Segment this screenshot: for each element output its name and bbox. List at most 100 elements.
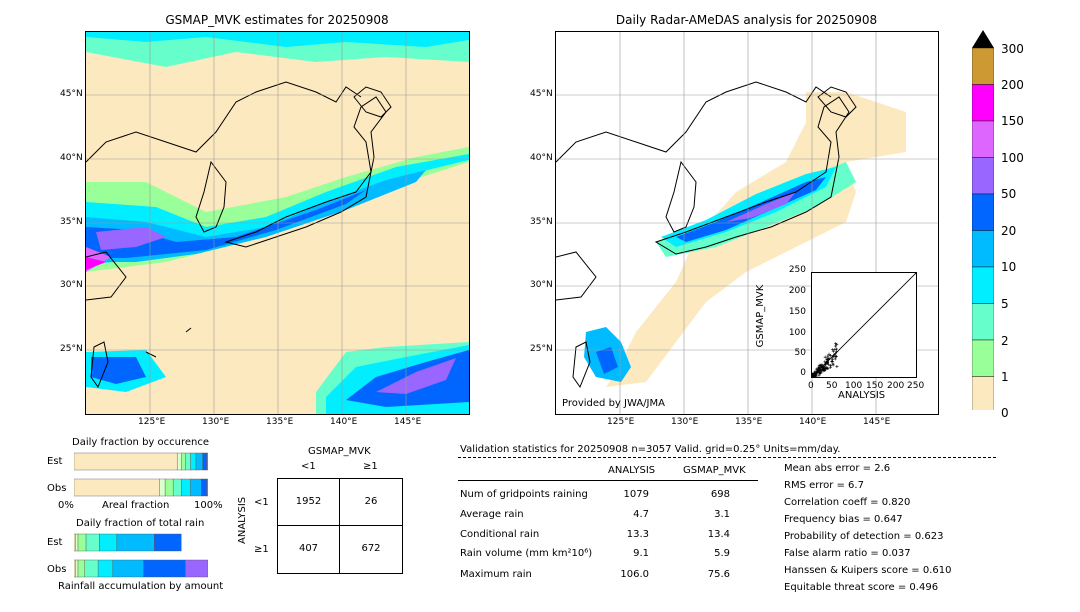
scatter-point xyxy=(816,370,820,374)
colorbar-cell xyxy=(972,157,994,195)
right-coastline xyxy=(556,81,857,389)
occurrence-obs-label: Obs xyxy=(47,483,67,494)
fraction-segment xyxy=(73,559,76,578)
left-lon-label: 145°E xyxy=(394,417,422,427)
score-line: Frequency bias = 0.647 xyxy=(784,514,903,525)
left-lat-label: 30°N xyxy=(60,280,83,290)
occurrence-axis-right: 100% xyxy=(194,500,223,511)
total-obs-label: Obs xyxy=(47,564,67,575)
scatter-point xyxy=(823,355,827,359)
scatter-point xyxy=(831,360,835,364)
scatter-x-tick: 50 xyxy=(826,381,838,391)
scatter-x-tick: 100 xyxy=(845,381,863,391)
validation-dashline xyxy=(458,457,996,458)
scatter-point xyxy=(833,353,837,357)
colorbar-label: 5 xyxy=(1001,297,1009,311)
left-lat-label: 25°N xyxy=(60,344,83,354)
validation-row-analysis: 9.1 xyxy=(633,548,649,559)
scatter-point xyxy=(831,353,835,357)
colorbar-label: 200 xyxy=(1001,78,1024,92)
contingency-row-ge: ≥1 xyxy=(254,544,269,555)
colorbar-cell xyxy=(972,47,994,85)
score-line: RMS error = 6.7 xyxy=(784,480,864,491)
scatter-point xyxy=(824,360,828,364)
contingency-col-lt: <1 xyxy=(301,461,316,472)
colorbar-label: 20 xyxy=(1001,224,1017,238)
colorbar xyxy=(972,30,994,413)
scatter-point xyxy=(835,365,839,369)
colorbar-cell xyxy=(972,230,994,268)
left-lat-label: 35°N xyxy=(60,217,83,227)
contingency-cell: 672 xyxy=(361,543,381,554)
scatter-x-tick: 150 xyxy=(866,381,884,391)
validation-row-analysis: 1079 xyxy=(623,489,649,500)
fraction-segment xyxy=(159,478,166,497)
scatter-x-tick: 250 xyxy=(907,381,925,391)
colorbar-cells xyxy=(972,47,994,410)
fraction-segment xyxy=(85,533,100,552)
fraction-segment xyxy=(180,478,191,497)
colorbar-label: 0 xyxy=(1001,406,1009,420)
total-axis-label: Rainfall accumulation by amount xyxy=(58,581,224,592)
contingency-cell: 1952 xyxy=(295,496,322,507)
fraction-segment xyxy=(77,533,87,552)
fraction-segment xyxy=(154,533,182,552)
colorbar-cell xyxy=(972,84,994,122)
scatter-point xyxy=(834,344,838,348)
map-credit: Provided by JWA/JMA xyxy=(562,398,665,409)
left-lon-label: 125°E xyxy=(138,417,166,427)
left-rain-shapes xyxy=(86,32,469,414)
scatter-point xyxy=(829,364,833,368)
scatter-y-tick: 100 xyxy=(788,328,806,338)
scatter-point xyxy=(823,368,827,372)
right-map: Provided by JWA/JMA xyxy=(555,31,939,415)
scatter-plot xyxy=(810,272,917,379)
scatter-points xyxy=(810,342,839,379)
colorbar-cell xyxy=(972,303,994,341)
scatter-xlabel: ANALYSIS xyxy=(838,390,886,401)
scatter-point xyxy=(814,370,818,374)
right-map-title: Daily Radar-AMeDAS analysis for 20250908 xyxy=(615,13,878,27)
colorbar-label: 2 xyxy=(1001,334,1009,348)
scatter-x-tick: 200 xyxy=(887,381,905,391)
occurrence-axis-left: 0% xyxy=(58,500,74,511)
contingency-row-lt: <1 xyxy=(254,497,269,508)
fraction-segment xyxy=(75,533,79,552)
scatter-point xyxy=(831,363,835,367)
fraction-segment xyxy=(172,478,182,497)
occurrence-est-bar xyxy=(73,452,209,471)
validation-row-analysis: 106.0 xyxy=(620,569,649,580)
fraction-segment xyxy=(201,478,207,497)
score-line: Hanssen & Kuipers score = 0.610 xyxy=(784,565,952,576)
colorbar-arrow xyxy=(972,30,994,48)
total-title: Daily fraction of total rain xyxy=(76,518,205,529)
scatter-point xyxy=(835,347,839,351)
scatter-point xyxy=(820,363,824,367)
right-lat-label: 30°N xyxy=(530,280,553,290)
left-lat-label: 45°N xyxy=(60,89,83,99)
fraction-segment xyxy=(190,478,202,497)
scatter-point xyxy=(817,363,821,367)
contingency-col-ge: ≥1 xyxy=(363,461,378,472)
left-map-canvas xyxy=(86,32,469,414)
right-lat-label: 40°N xyxy=(530,153,553,163)
fraction-segment xyxy=(190,452,197,471)
scatter-y-tick: 200 xyxy=(788,286,806,296)
left-coastline xyxy=(86,81,392,389)
colorbar-cell xyxy=(972,376,994,410)
fraction-segment xyxy=(143,559,186,578)
left-lat-label: 40°N xyxy=(60,153,83,163)
scatter-point xyxy=(825,366,829,370)
left-lon-label: 140°E xyxy=(330,417,358,427)
scatter-point xyxy=(833,355,837,359)
score-line: False alarm ratio = 0.037 xyxy=(784,548,911,559)
validation-row-gsmap: 5.9 xyxy=(714,548,730,559)
fraction-segment xyxy=(180,452,186,471)
validation-row-label: Conditional rain xyxy=(460,529,540,540)
validation-row-gsmap: 75.6 xyxy=(707,569,730,580)
scatter-point xyxy=(817,373,821,377)
score-line: Probability of detection = 0.623 xyxy=(784,531,944,542)
validation-underline xyxy=(458,480,758,481)
colorbar-cell xyxy=(972,120,994,158)
occurrence-axis-mid: Areal fraction xyxy=(102,500,170,511)
